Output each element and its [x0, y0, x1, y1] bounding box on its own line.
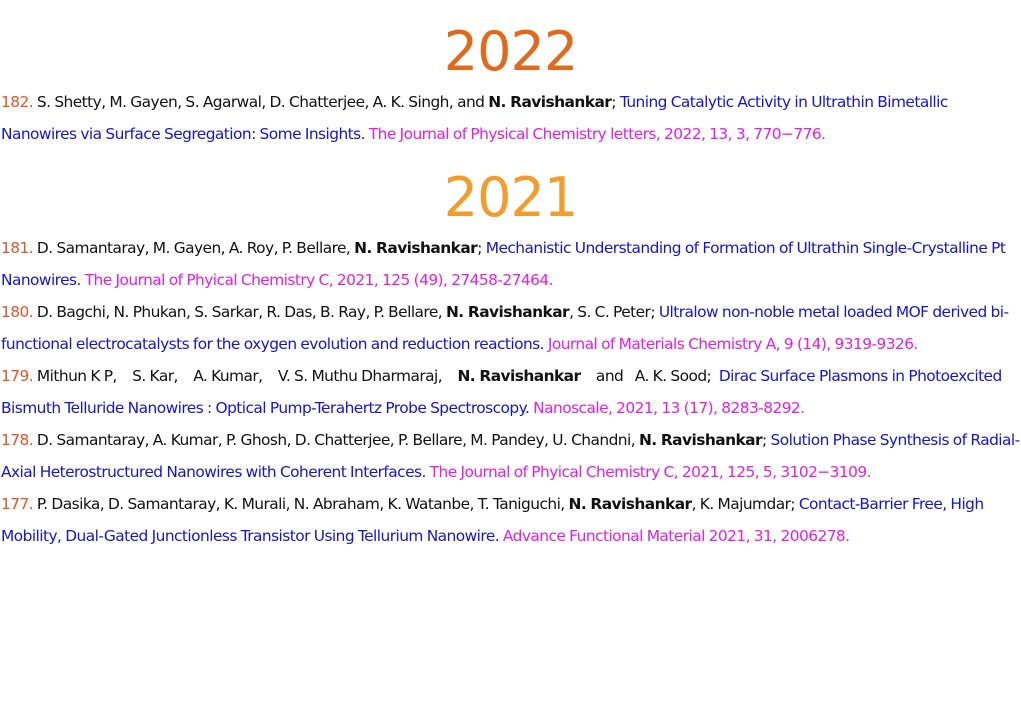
entry-authors: D. Bagchi, N. Phukan, S. Sarkar, R. Das,… — [33, 303, 446, 321]
entry-authors-tail: ; — [611, 93, 620, 111]
entry-authors-tail: , S. C. Peter; — [569, 303, 659, 321]
entry-authors: Mithun K P, S. Kar, A. Kumar, V. S. Muth… — [33, 367, 458, 385]
entry-authors: D. Samantaray, A. Kumar, P. Ghosh, D. Ch… — [33, 431, 639, 449]
entry-journal: Journal of Materials Chemistry A, 9 (14)… — [544, 335, 919, 353]
entry-title-link[interactable]: Mechanistic Understanding of Formation o… — [1, 239, 1006, 289]
entry-author-highlight: N. Ravishankar — [638, 431, 763, 449]
publication-entry-181: 181. D. Samantaray, M. Gayen, A. Roy, P.… — [0, 232, 1021, 296]
entry-journal: The Journal of Phyical Chemistry C, 2021… — [425, 463, 872, 481]
year-heading-2022: 2022 — [443, 20, 578, 83]
entry-title-link[interactable]: Tuning Catalytic Activity in Ultrathin B… — [1, 93, 948, 143]
entry-number: 178. — [1, 431, 34, 449]
year-heading-2021: 2021 — [443, 166, 578, 229]
entry-title-link[interactable]: Contact-Barrier Free, High Mobility, Dua… — [1, 495, 984, 545]
entry-title-link[interactable]: Solution Phase Synthesis of Radial-Axial… — [1, 431, 1020, 481]
entry-author-highlight: N. Ravishankar — [457, 367, 581, 385]
entry-title-link[interactable]: Ultralow non-noble metal loaded MOF deri… — [1, 303, 1009, 353]
entry-number: 177. — [1, 495, 34, 513]
entry-journal: The Journal of Physical Chemistry letter… — [364, 125, 826, 143]
entry-journal: Nanoscale, 2021, 13 (17), 8283-8292. — [529, 399, 805, 417]
publication-entry-178: 178. D. Samantaray, A. Kumar, P. Ghosh, … — [0, 424, 1021, 488]
entry-journal: The Journal of Phyical Chemistry C, 2021… — [80, 271, 554, 289]
publication-entry-179: 179. Mithun K P, S. Kar, A. Kumar, V. S.… — [0, 360, 1021, 424]
entry-number: 181. — [1, 239, 34, 257]
entry-number: 182. — [1, 93, 34, 111]
entry-authors-tail: ; — [762, 431, 771, 449]
entry-authors-tail: and A. K. Sood; — [580, 367, 719, 385]
entry-authors-tail: , K. Majumdar; — [691, 495, 799, 513]
entry-journal: Advance Functional Material 2021, 31, 20… — [499, 527, 850, 545]
entry-author-highlight: N. Ravishankar — [445, 303, 570, 321]
entry-author-highlight: N. Ravishankar — [488, 93, 612, 111]
publication-entry-177: 177. P. Dasika, D. Samantaray, K. Murali… — [0, 488, 1021, 552]
entry-number: 180. — [1, 303, 34, 321]
entry-authors: P. Dasika, D. Samantaray, K. Murali, N. … — [33, 495, 569, 513]
entry-authors-tail: ; — [477, 239, 486, 257]
publication-entry-182: 182. S. Shetty, M. Gayen, S. Agarwal, D.… — [0, 86, 1021, 150]
entry-authors: S. Shetty, M. Gayen, S. Agarwal, D. Chat… — [33, 93, 489, 111]
entry-title-link[interactable]: Dirac Surface Plasmons in Photoexcited B… — [1, 367, 1002, 417]
entry-author-highlight: N. Ravishankar — [568, 495, 692, 513]
entry-authors: D. Samantaray, M. Gayen, A. Roy, P. Bell… — [33, 239, 355, 257]
publication-entry-180: 180. D. Bagchi, N. Phukan, S. Sarkar, R.… — [0, 296, 1021, 360]
entry-number: 179. — [1, 367, 34, 385]
entry-author-highlight: N. Ravishankar — [354, 239, 478, 257]
